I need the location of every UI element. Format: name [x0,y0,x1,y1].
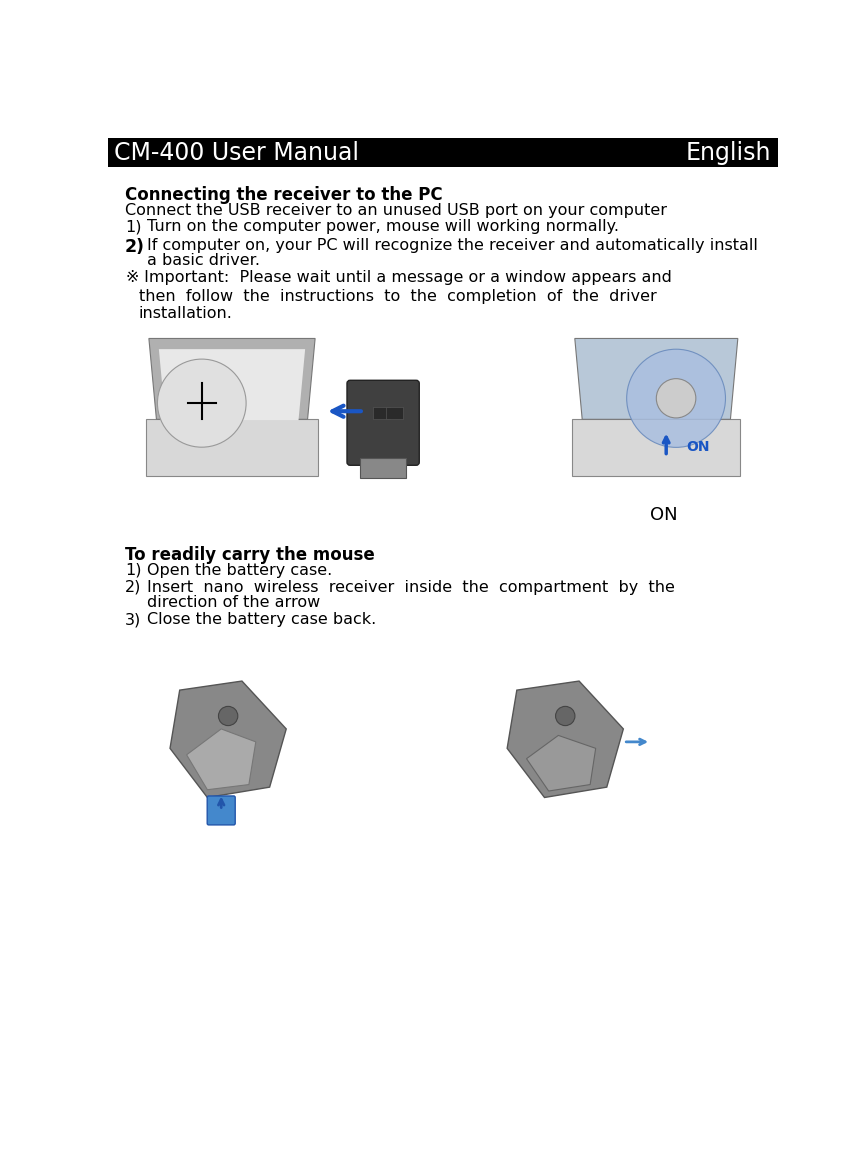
Bar [108,138,778,167]
Polygon shape [575,339,738,419]
FancyBboxPatch shape [347,380,419,465]
Polygon shape [187,728,256,789]
Polygon shape [526,735,595,791]
Text: English: English [686,140,772,164]
Bar [572,419,740,476]
Bar [386,407,403,419]
Bar [373,407,390,419]
Text: 2): 2) [125,238,145,256]
Bar [360,458,406,478]
Text: then  follow  the  instructions  to  the  completion  of  the  driver: then follow the instructions to the comp… [139,288,657,303]
Text: To readily carry the mouse: To readily carry the mouse [125,546,375,564]
FancyBboxPatch shape [207,796,235,825]
Text: Insert  nano  wireless  receiver  inside  the  compartment  by  the: Insert nano wireless receiver inside the… [147,580,675,595]
Text: Connect the USB receiver to an unused USB port on your computer: Connect the USB receiver to an unused US… [125,202,667,217]
Text: 1): 1) [125,219,142,234]
Text: Open the battery case.: Open the battery case. [147,563,332,578]
Text: 3): 3) [125,612,142,627]
Polygon shape [149,339,315,419]
Text: Turn on the computer power, mouse will working normally.: Turn on the computer power, mouse will w… [147,219,619,234]
Text: Connecting the receiver to the PC: Connecting the receiver to the PC [125,186,442,203]
Text: Close the battery case back.: Close the battery case back. [147,612,376,627]
Circle shape [219,707,238,726]
Text: CM-400 User Manual: CM-400 User Manual [114,140,359,164]
Text: direction of the arrow: direction of the arrow [147,595,320,610]
Text: 1): 1) [125,563,142,578]
Bar [146,419,318,476]
Text: If computer on, your PC will recognize the receiver and automatically install: If computer on, your PC will recognize t… [147,238,758,253]
Circle shape [657,379,696,418]
Text: Important:  Please wait until a message or a window appears and: Important: Please wait until a message o… [139,270,672,285]
Text: ※: ※ [125,270,138,285]
Circle shape [157,360,246,447]
Polygon shape [170,681,286,797]
Text: 2): 2) [125,580,142,595]
Polygon shape [159,349,305,421]
Text: a basic driver.: a basic driver. [147,254,260,269]
Circle shape [626,349,726,447]
Text: ON: ON [651,506,678,524]
Text: installation.: installation. [139,306,233,321]
Text: ON: ON [686,440,709,454]
Polygon shape [507,681,623,797]
Circle shape [556,707,575,726]
